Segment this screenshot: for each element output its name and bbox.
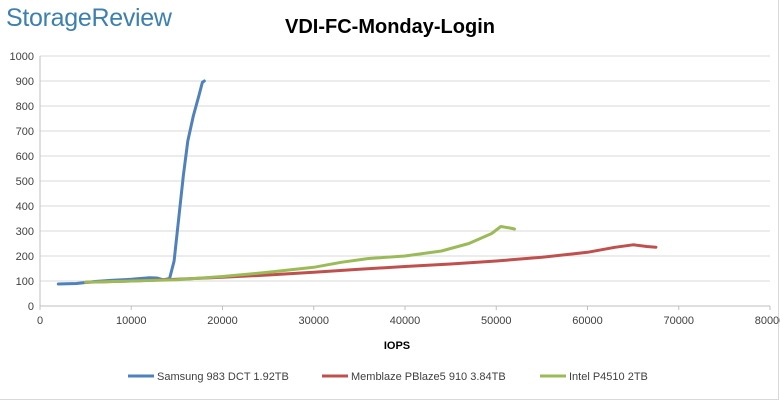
x-tick-label: 70000 xyxy=(663,315,694,327)
y-tick-label: 700 xyxy=(16,126,34,138)
legend-label-0: Samsung 983 DCT 1.92TB xyxy=(157,371,289,383)
y-tick-label: 900 xyxy=(16,76,34,88)
series-lines xyxy=(56,79,658,286)
x-tick-label: 20000 xyxy=(207,315,238,327)
y-tick-label: 300 xyxy=(16,226,34,238)
y-tick-label: 800 xyxy=(16,101,34,113)
x-axis-title: IOPS xyxy=(384,340,410,352)
y-tick-label: 1000 xyxy=(10,51,34,63)
x-tick-label: 80000 xyxy=(755,315,780,327)
x-tick-label: 0 xyxy=(37,315,43,327)
x-tick-label: 10000 xyxy=(116,315,147,327)
gridlines xyxy=(40,55,770,282)
legend-label-2: Intel P4510 2TB xyxy=(569,371,648,383)
y-tick-label: 200 xyxy=(16,251,34,263)
axes xyxy=(39,56,771,310)
y-tick-labels: 0 100 200 300 400 500 600 700 800 900 1000 xyxy=(10,51,34,313)
legend-label-1: Memblaze PBlaze5 910 3.84TB xyxy=(351,371,506,383)
x-tick-label: 30000 xyxy=(298,315,329,327)
x-tick-label: 60000 xyxy=(572,315,603,327)
y-tick-label: 600 xyxy=(16,151,34,163)
y-tick-label: 400 xyxy=(16,201,34,213)
y-tick-label: 0 xyxy=(28,301,34,313)
series-line-2 xyxy=(84,225,516,284)
series-line-0 xyxy=(56,79,206,286)
storagereview-logo: StorageReview xyxy=(6,4,172,32)
x-tick-label: 50000 xyxy=(481,315,512,327)
y-tick-label: 500 xyxy=(16,176,34,188)
x-tick-labels: 0 10000 20000 30000 40000 50000 60000 70000 8000… xyxy=(37,315,780,327)
legend: Samsung 983 DCT 1.92TB Memblaze PBlaze5 9… xyxy=(128,371,648,383)
x-tick-label: 40000 xyxy=(390,315,421,327)
chart-title: VDI-FC-Monday-Login xyxy=(285,16,495,38)
y-tick-label: 100 xyxy=(16,276,34,288)
